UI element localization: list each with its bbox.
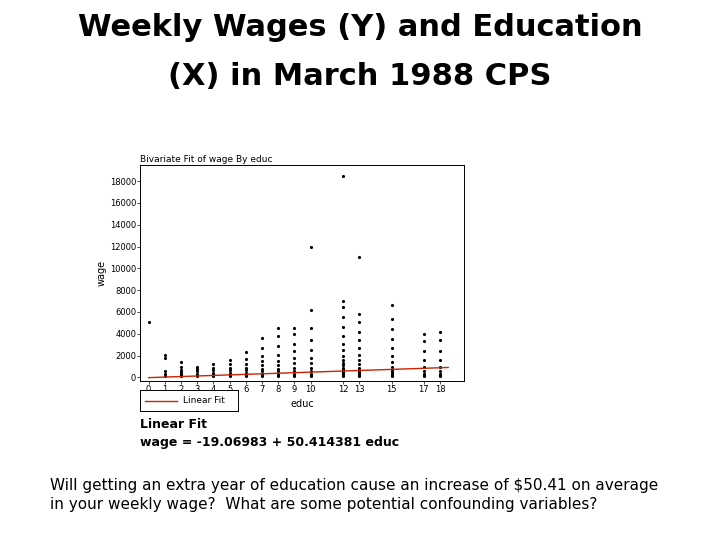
Text: wage = -19.06983 + 50.414381 educ: wage = -19.06983 + 50.414381 educ <box>140 436 400 449</box>
Text: Will getting an extra year of education cause an increase of $50.41 on average: Will getting an extra year of education … <box>50 478 659 493</box>
Y-axis label: wage: wage <box>97 260 107 286</box>
Text: Linear Fit: Linear Fit <box>140 418 207 431</box>
Text: Linear Fit: Linear Fit <box>183 396 225 405</box>
Text: in your weekly wage?  What are some potential confounding variables?: in your weekly wage? What are some poten… <box>50 497 598 512</box>
Text: Bivariate Fit of wage By educ: Bivariate Fit of wage By educ <box>140 155 273 164</box>
Text: Weekly Wages (Y) and Education: Weekly Wages (Y) and Education <box>78 14 642 43</box>
Text: (X) in March 1988 CPS: (X) in March 1988 CPS <box>168 62 552 91</box>
X-axis label: educ: educ <box>291 400 314 409</box>
